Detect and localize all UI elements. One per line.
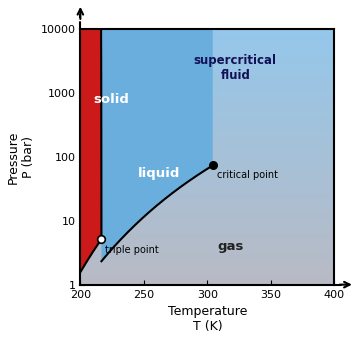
X-axis label: Temperature
T (K): Temperature T (K) <box>168 305 247 333</box>
Text: gas: gas <box>217 240 244 253</box>
Polygon shape <box>101 25 213 261</box>
Text: solid: solid <box>93 93 129 106</box>
Polygon shape <box>80 25 102 285</box>
Text: liquid: liquid <box>138 167 180 180</box>
Text: triple point: triple point <box>105 245 159 255</box>
Y-axis label: Pressure
P (bar): Pressure P (bar) <box>7 130 35 184</box>
Text: supercritical
fluid: supercritical fluid <box>194 54 277 82</box>
Text: critical point: critical point <box>216 170 278 180</box>
